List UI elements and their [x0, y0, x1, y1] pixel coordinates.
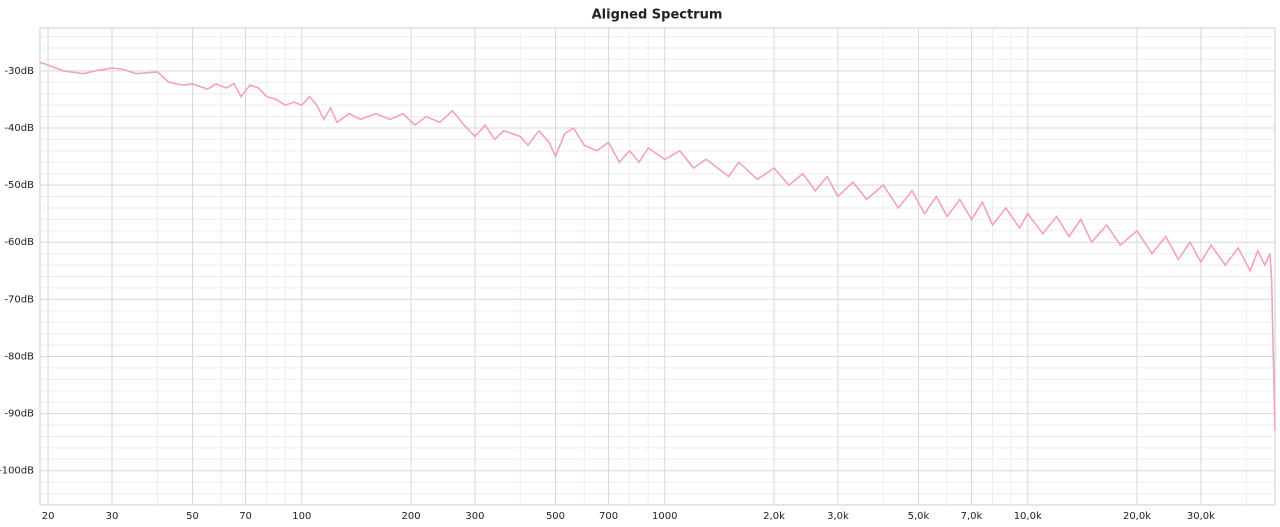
x-tick-label: 2,0k: [763, 511, 785, 522]
spectrum-line: [39, 61, 1276, 431]
x-tick-label: 50: [186, 511, 199, 522]
x-tick-label: 100: [292, 511, 311, 522]
x-tick-label: 20: [42, 511, 55, 522]
y-tick-label: -40dB: [4, 123, 34, 134]
x-tick-label: 70: [239, 511, 252, 522]
x-tick-label: 3,0k: [827, 511, 849, 522]
x-tick-label: 10,0k: [1014, 511, 1042, 522]
y-tick-label: -80dB: [4, 351, 34, 362]
y-tick-label: -100dB: [0, 466, 34, 477]
x-tick-label: 7,0k: [961, 511, 983, 522]
x-tick-label: 300: [465, 511, 484, 522]
plot-area: [39, 27, 1276, 506]
y-tick-label: -50dB: [4, 180, 34, 191]
x-tick-label: 700: [599, 511, 618, 522]
x-tick-label: 20,0k: [1123, 511, 1151, 522]
y-tick-label: -60dB: [4, 237, 34, 248]
x-tick-label: 5,0k: [908, 511, 930, 522]
y-tick-label: -70dB: [4, 294, 34, 305]
y-tick-label: -90dB: [4, 409, 34, 420]
x-tick-label: 30: [106, 511, 119, 522]
y-tick-label: -30dB: [4, 66, 34, 77]
x-tick-label: 500: [546, 511, 565, 522]
x-tick-label: 1000: [652, 511, 677, 522]
chart-title: Aligned Spectrum: [592, 8, 723, 23]
x-tick-label: 200: [402, 511, 421, 522]
x-tick-label: 30,0k: [1187, 511, 1215, 522]
